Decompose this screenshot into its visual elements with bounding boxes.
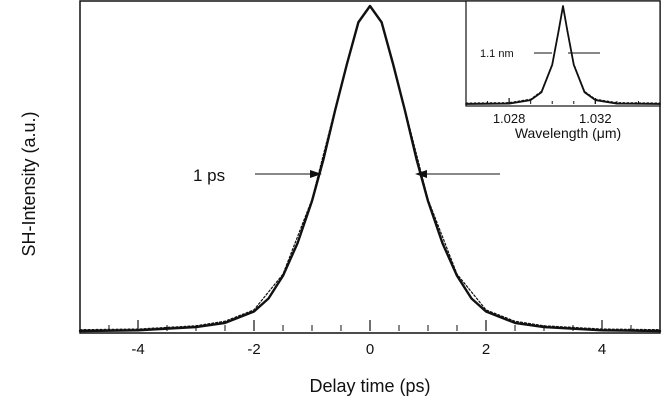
plot-frame [79, 0, 661, 334]
inset-x-axis-tick-labels: 1.028 1.032 [493, 111, 612, 126]
inset-fwhm-label: 1.1 nm [480, 48, 514, 60]
x-tick-label: -4 [131, 341, 144, 358]
fwhm-left-arrowhead [310, 170, 322, 178]
main-series-group [78, 4, 662, 333]
x-tick-label: 4 [598, 341, 606, 358]
fwhm-label: 1 ps [193, 166, 225, 185]
solid-series-line [465, 5, 661, 105]
x-axis-ticks [108, 320, 632, 331]
y-axis-title: SH-Intensity (a.u.) [19, 111, 39, 256]
x-tick-label: 1.032 [579, 111, 612, 126]
x-axis-title: Delay time (ps) [309, 376, 430, 396]
dotted-series-line [465, 5, 661, 104]
x-tick-label: 0 [366, 341, 374, 358]
dotted-series-line [79, 5, 661, 331]
inset: 1.028 1.032 1.1 nm Wavelength (μm) [465, 0, 661, 141]
inset-frame [465, 0, 661, 107]
x-tick-label: -2 [247, 341, 260, 358]
x-axis-tick-labels: -4 -2 0 2 4 [131, 341, 606, 358]
x-tick-label: 1.028 [493, 111, 526, 126]
x-tick-label: 2 [482, 341, 490, 358]
fwhm-right-arrowhead [415, 170, 427, 178]
inset-x-axis-title: Wavelength (μm) [515, 125, 621, 141]
fwhm-annotation: 1 ps [193, 166, 500, 185]
inset-series-group [465, 5, 661, 105]
